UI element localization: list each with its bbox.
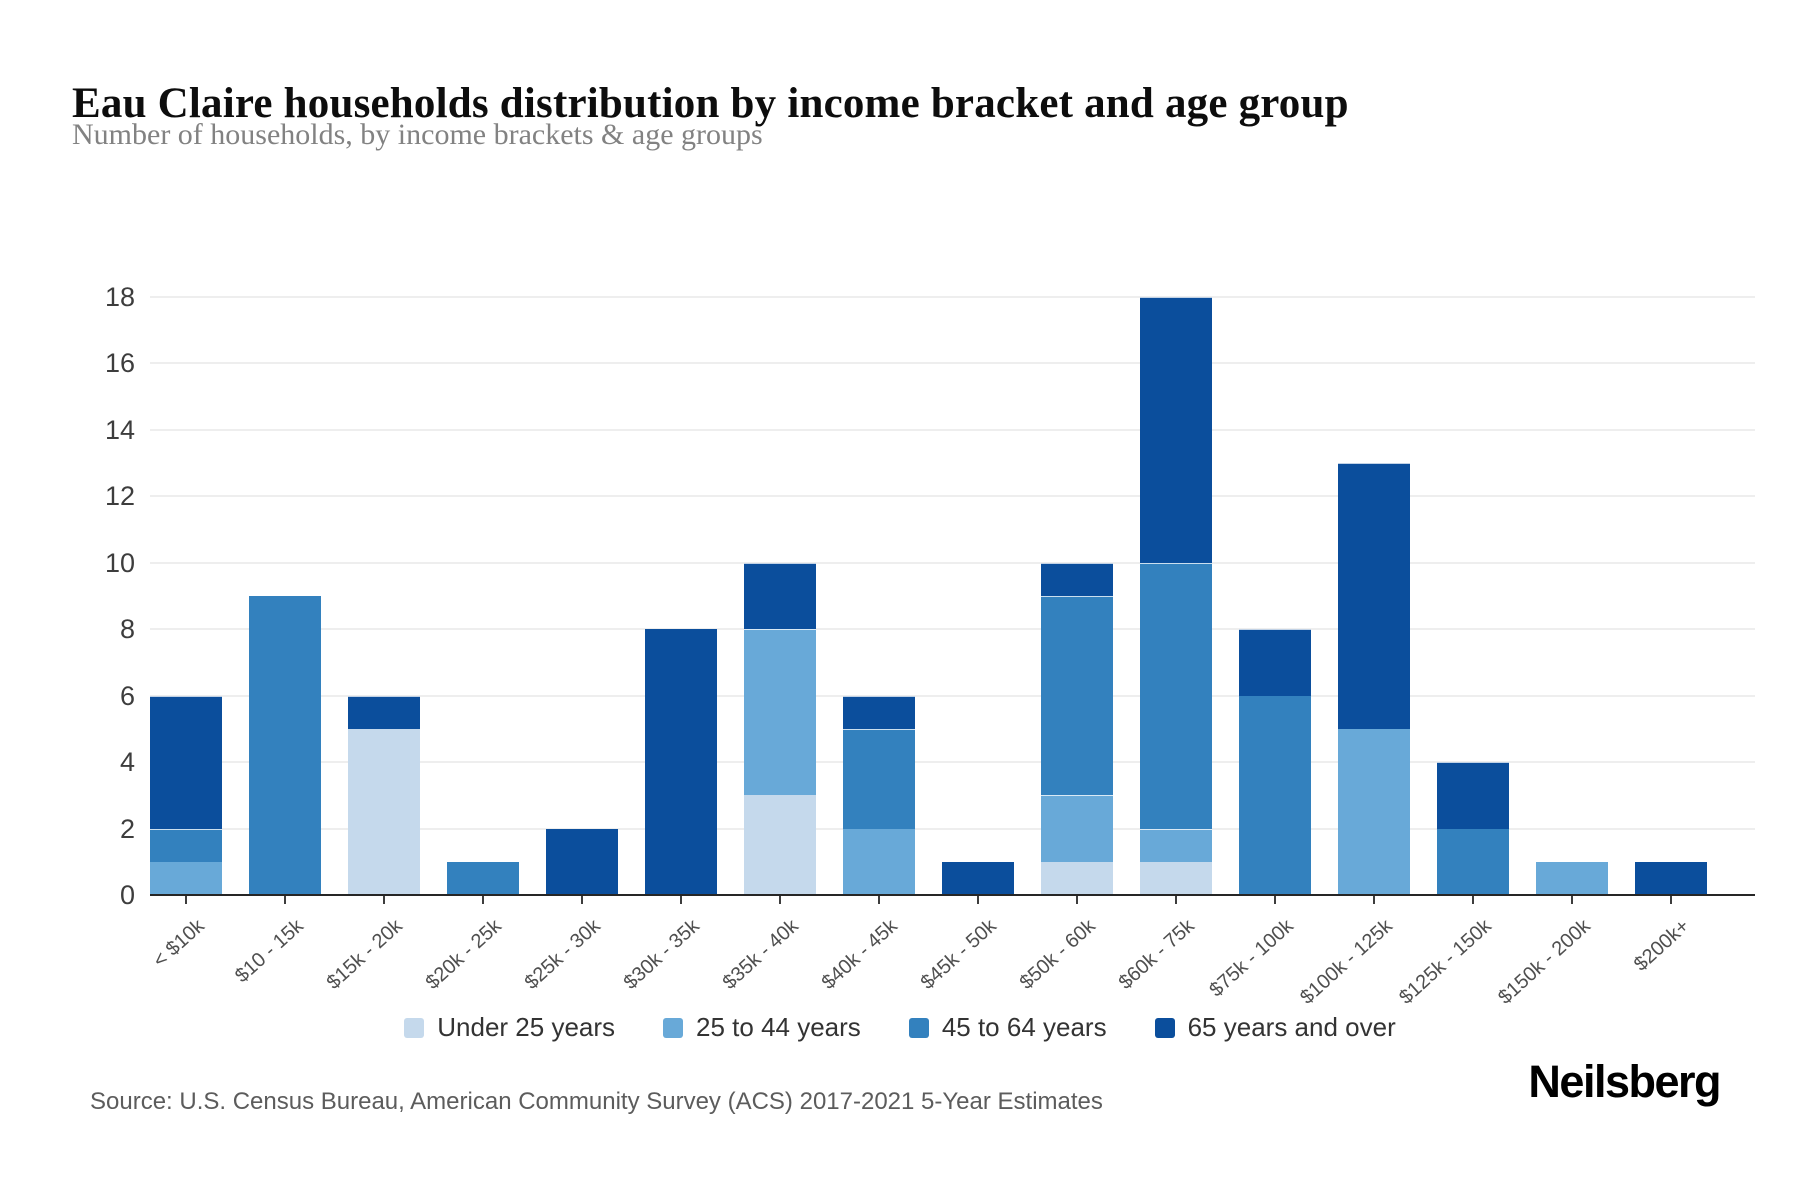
legend-swatch-icon [404,1017,425,1038]
bar-segment [744,562,816,630]
gridline-y-2 [150,827,1755,830]
x-axis-tick [1076,896,1078,904]
x-axis-line [150,894,1755,896]
legend-swatch-icon [663,1017,684,1038]
x-axis-tick [383,896,385,904]
bar-segment [150,861,222,895]
legend-item: Under 25 years [404,1012,615,1043]
x-axis-tick [977,896,979,904]
gridline-y-10 [150,561,1755,564]
bar-segment [1338,728,1410,895]
bar-segment [1140,297,1212,563]
bar-segment [645,629,717,895]
x-axis-tick [1175,896,1177,904]
x-axis-tick [779,896,781,904]
y-axis-label: 6 [119,680,135,711]
bar-segment [744,795,816,895]
gridline-y-12 [150,495,1755,498]
legend-item: 65 years and over [1154,1012,1396,1043]
gridline-y-14 [150,428,1755,431]
y-axis-label: 18 [104,282,135,312]
bar-segment [249,596,321,895]
chart-subtitle: Number of households, by income brackets… [72,118,763,151]
y-axis-label: 2 [119,813,135,844]
y-axis-label: 12 [104,481,135,512]
bar-segment [1239,695,1311,895]
legend-label: 65 years and over [1187,1012,1396,1042]
gridline-y-16 [150,362,1755,365]
x-axis-tick [482,896,484,904]
legend-swatch-icon [1154,1017,1175,1038]
bar-segment [348,728,420,895]
bar-segment [150,828,222,862]
legend-label: 25 to 44 years [696,1012,861,1042]
gridline-y-6 [150,694,1755,697]
y-axis-label: 10 [104,547,135,578]
x-axis-tick [1670,896,1672,904]
gridline-y-4 [150,761,1755,764]
bar-segment [546,828,618,895]
gridline-y-18 [150,296,1755,298]
y-axis-label: 8 [119,614,135,645]
x-axis-tick [284,896,286,904]
legend: Under 25 years 25 to 44 years 45 to 64 yea… [0,1012,1800,1043]
bar-segment [1536,861,1608,895]
x-axis-tick [1472,896,1474,904]
bar-segment [843,695,915,729]
bar-segment [348,695,420,729]
source-note: Source: U.S. Census Bureau, American Com… [90,1088,1103,1115]
bar-segment [1338,463,1410,729]
bar-segment [1041,562,1113,596]
bar-segment [843,728,915,829]
bar-segment [150,695,222,829]
bar-segment [1437,762,1509,829]
bar-segment [1437,828,1509,895]
bar-segment [1041,596,1113,796]
legend-label: Under 25 years [437,1012,616,1042]
legend-label: 45 to 64 years [941,1012,1107,1042]
x-axis-tick [1571,896,1573,904]
legend-item: 45 to 64 years [908,1012,1107,1043]
bar-segment [843,828,915,895]
gridline-y-8 [150,628,1755,631]
legend-swatch-icon [908,1017,929,1038]
y-axis-label: 16 [104,348,135,379]
y-axis-label: 4 [119,747,135,778]
x-axis-tick [878,896,880,904]
brand-logo: Neilsberg [1528,1056,1721,1107]
bar-segment [1635,861,1707,895]
page-title: Eau Claire households distribution by in… [72,79,1349,127]
y-axis-label: 0 [119,880,135,910]
bar-segment [447,861,519,895]
y-axis-label: 14 [104,414,135,445]
x-axis-tick [680,896,682,904]
bar-segment [1041,861,1113,895]
bar-segment [942,861,1014,895]
bar-segment [1140,828,1212,862]
legend-item: 25 to 44 years [663,1012,861,1043]
bar-segment [1140,562,1212,829]
x-axis-tick [581,896,583,904]
bar-segment [1239,629,1311,696]
x-axis-tick [185,896,187,904]
bar-segment [1140,861,1212,895]
bar-segment [1041,795,1113,862]
x-axis-tick [1373,896,1375,904]
bar-segment [744,629,816,796]
x-axis-tick [1274,896,1276,904]
